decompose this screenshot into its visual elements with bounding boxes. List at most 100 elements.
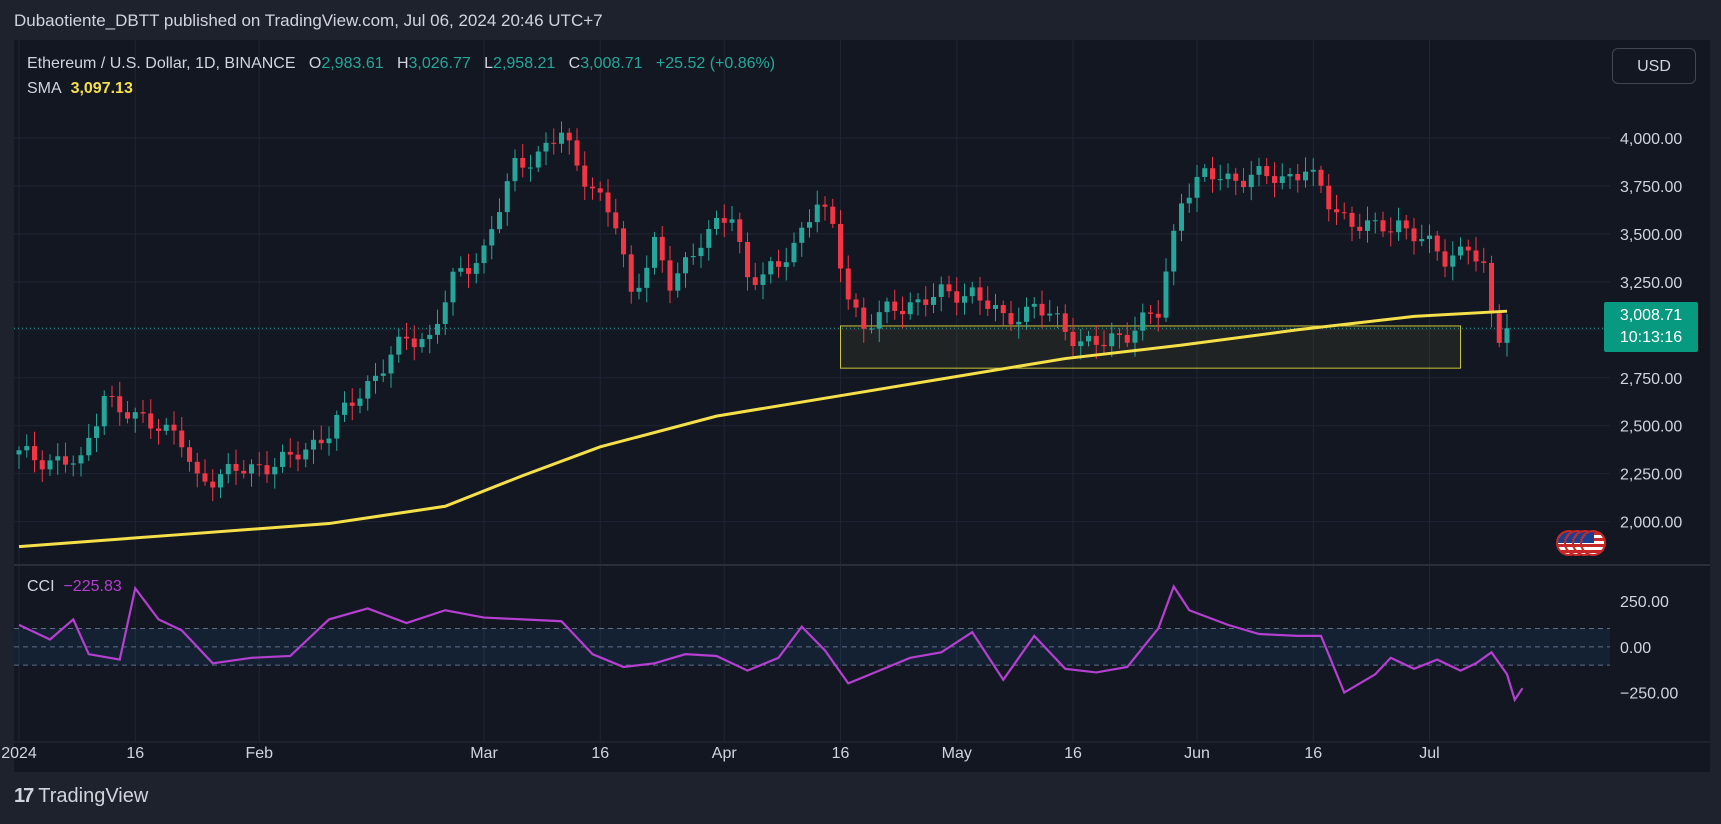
candle-body [16, 450, 22, 455]
candle-body [1334, 209, 1339, 213]
candle-body [760, 274, 766, 285]
candle-body [520, 157, 526, 168]
candle-body [931, 296, 936, 305]
candle-body [311, 439, 316, 450]
candle-body [1008, 313, 1014, 325]
candle-body [1465, 246, 1471, 251]
candle-body [791, 242, 797, 263]
candle-body [1403, 220, 1409, 229]
candle-body [303, 449, 309, 460]
candle-body [1473, 250, 1479, 262]
candle-body [822, 204, 828, 207]
candle-body [24, 446, 30, 451]
candle-body [752, 277, 758, 285]
candle-body [729, 219, 735, 223]
candle-body [969, 287, 975, 297]
candle-body [1210, 168, 1215, 180]
cci-legend[interactable]: CCI −225.83 [27, 578, 122, 596]
candle-body [86, 437, 92, 456]
candle-body [1256, 166, 1262, 175]
candle-body [946, 284, 952, 292]
candle-body [737, 219, 743, 242]
candle-body [993, 305, 998, 309]
candle-body [117, 396, 123, 413]
candle-body [280, 451, 285, 467]
candle-body [977, 287, 983, 301]
cci-tick-label: 250.00 [1620, 594, 1669, 611]
candle-body [70, 463, 76, 465]
currency-button[interactable]: USD [1612, 48, 1696, 84]
candle-body [272, 466, 278, 475]
candle-body [427, 334, 433, 340]
open-value: 2,983.61 [321, 55, 384, 72]
candle-body [342, 402, 347, 415]
candle-body [194, 461, 200, 474]
candle-body [706, 228, 712, 248]
candle-body [830, 206, 836, 224]
candle-body [605, 192, 611, 213]
candle-body [915, 299, 921, 303]
candle-body [907, 302, 913, 315]
candle-body [1248, 174, 1254, 188]
candle-body [504, 181, 510, 213]
time-tick-label: 16 [1064, 745, 1082, 762]
candle-body [1101, 344, 1107, 347]
time-tick-label: Feb [245, 745, 273, 762]
high-value: 3,026.77 [408, 55, 471, 72]
candle-body [1241, 180, 1246, 188]
candle-body [1202, 168, 1208, 177]
candle-body [1264, 166, 1270, 177]
open-label: O [308, 55, 322, 72]
candle-body [698, 247, 704, 257]
sma-legend[interactable]: SMA 3,097.13 [27, 80, 133, 98]
candle-body [466, 268, 471, 274]
candle-body [396, 336, 402, 355]
cci-band [14, 628, 1610, 666]
time-tick-label: 2024 [1, 745, 37, 762]
us-flag-icon[interactable] [1580, 530, 1606, 556]
candle-body [776, 261, 781, 267]
last-price-tag: 3,008.71 10:13:16 [1604, 302, 1698, 352]
candle-body [1287, 174, 1293, 177]
candle-body [1372, 220, 1378, 222]
candle-body [582, 165, 588, 187]
candle-body [47, 460, 53, 470]
change-value: +25.52 (+0.86%) [655, 55, 776, 72]
candle-body [450, 271, 456, 303]
candle-body [1171, 230, 1177, 272]
low-value: 2,958.21 [493, 55, 556, 72]
symbol-title[interactable]: Ethereum / U.S. Dollar, 1D, BINANCE [27, 55, 296, 72]
candle-body [1318, 169, 1324, 186]
time-tick-label: May [942, 745, 972, 762]
candle-body [1179, 203, 1184, 231]
candle-body [225, 463, 231, 475]
candle-body [721, 218, 727, 223]
candle-body [1062, 313, 1068, 332]
tradingview-brand[interactable]: 17 TradingView [14, 785, 148, 808]
candle-body [1186, 197, 1192, 204]
candle-body [39, 460, 45, 470]
candle-body [923, 299, 929, 305]
candle-body [32, 446, 37, 461]
ohlc-legend: Ethereum / U.S. Dollar, 1D, BINANCE O2,9… [27, 55, 775, 73]
candle-body [1295, 174, 1301, 181]
candle-body [900, 310, 905, 315]
candle-body [853, 299, 859, 308]
candle-body [590, 186, 595, 189]
candle-body [1031, 303, 1037, 307]
candle-body [869, 328, 874, 330]
cci-value: −225.83 [63, 578, 122, 595]
candle-body [714, 218, 719, 229]
candle-body [326, 438, 332, 444]
candle-body [140, 412, 146, 414]
candle-body [241, 470, 247, 474]
close-label: C [568, 55, 581, 72]
candle-body [1140, 312, 1146, 331]
candle-body [1225, 173, 1231, 180]
candle-body [419, 339, 425, 348]
candle-body [458, 268, 464, 272]
candle-body [1024, 306, 1029, 322]
candle-body [1093, 335, 1099, 345]
candle-body [388, 354, 394, 374]
